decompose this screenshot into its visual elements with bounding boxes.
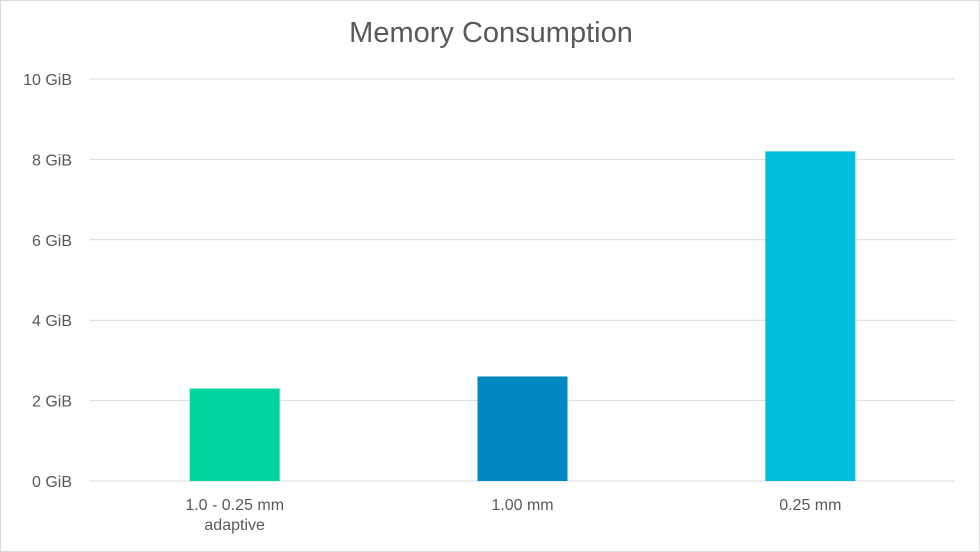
x-tick-label: adaptive [204,517,265,534]
bar [477,376,568,481]
bar [189,388,280,481]
x-tick-label: 1.00 mm [491,497,553,514]
y-tick-label: 4 GiB [32,313,72,330]
x-tick-label: 1.0 - 0.25 mm [185,497,284,514]
y-tick-label: 10 GiB [23,72,72,89]
y-tick-label: 2 GiB [32,394,72,411]
bar [765,151,856,482]
y-tick-label: 6 GiB [32,233,72,250]
y-tick-label: 0 GiB [32,474,72,491]
chart-title: Memory Consumption [349,17,633,49]
y-tick-label: 8 GiB [32,152,72,169]
x-tick-label: 0.25 mm [779,497,841,514]
